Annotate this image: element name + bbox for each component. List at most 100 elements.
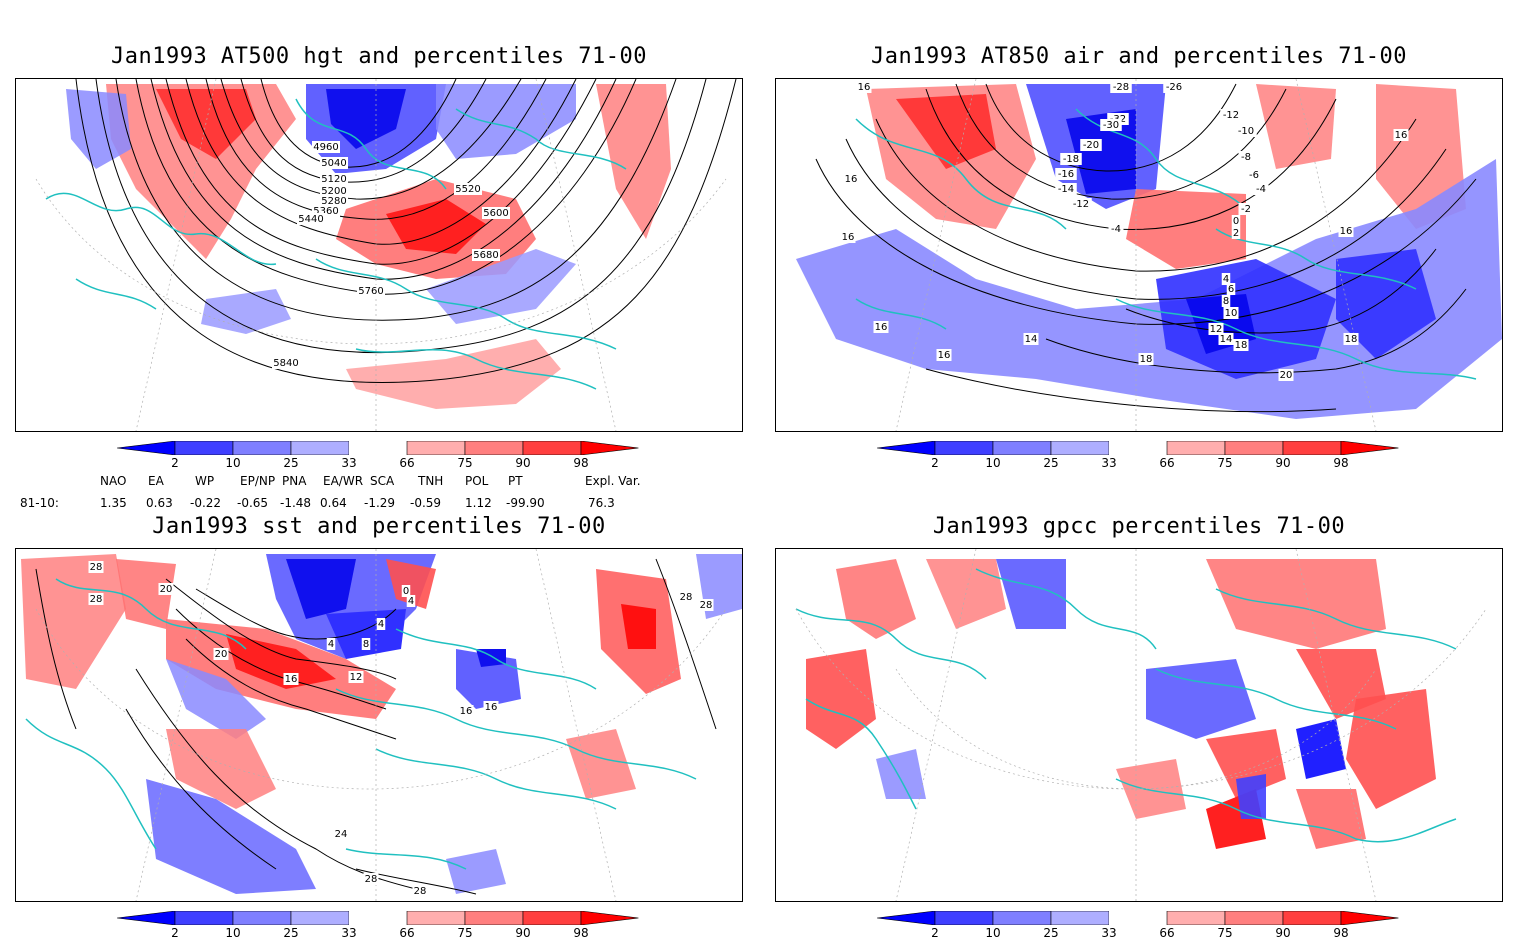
svg-text:5120: 5120	[321, 174, 346, 185]
index-header: EP/NP	[240, 474, 276, 488]
colorbar-segment	[349, 911, 407, 925]
contour-label: -18	[1060, 153, 1082, 165]
contour-label: -12	[1070, 198, 1092, 210]
contour-label: -2	[1238, 203, 1254, 215]
index-header: SCA	[370, 474, 395, 488]
svg-text:28: 28	[90, 562, 103, 573]
svg-text:12: 12	[350, 672, 363, 683]
index-value: 76.3	[588, 496, 615, 510]
svg-text:5680: 5680	[473, 250, 498, 261]
colorbar-segment	[464, 440, 524, 456]
contour-label: 5760	[357, 285, 385, 297]
contour-label: 28	[412, 885, 428, 897]
colorbar-segment	[876, 910, 936, 926]
colorbar-segment	[1282, 910, 1342, 926]
contour-label: -16	[1055, 168, 1077, 180]
contour-label: -4	[1253, 183, 1269, 195]
contour-label: -28	[1110, 81, 1132, 93]
colorbar-segment	[522, 440, 582, 456]
svg-text:28: 28	[414, 886, 427, 897]
svg-text:0: 0	[1233, 216, 1239, 227]
svg-text:16: 16	[1395, 130, 1408, 141]
index-value: 1.35	[100, 496, 127, 510]
colorbar-tick-label: 33	[341, 926, 357, 940]
height-contours	[75, 79, 737, 384]
colorbar-segment	[232, 910, 292, 926]
colorbar-segment	[1224, 440, 1284, 456]
colorbar-segment	[290, 910, 350, 926]
svg-text:28: 28	[365, 874, 378, 885]
contour-label: 28	[88, 561, 104, 573]
svg-text:16: 16	[285, 674, 298, 685]
svg-text:18: 18	[1235, 340, 1248, 351]
svg-text:5440: 5440	[298, 214, 323, 225]
contour-label: 28	[678, 591, 694, 603]
contour-label: 16	[843, 173, 859, 185]
coastlines	[25, 578, 697, 870]
contour-label: 8	[1221, 295, 1231, 307]
colorbar-segment	[522, 910, 582, 926]
contour-label: 0	[401, 585, 411, 597]
svg-text:-30: -30	[1103, 120, 1119, 131]
svg-text:24: 24	[335, 829, 348, 840]
contour-label: 6	[1226, 283, 1236, 295]
index-value: -0.22	[190, 496, 222, 510]
contour-label: 5280	[320, 195, 348, 207]
contour-label: 16	[458, 705, 474, 717]
contour-label: -26	[1163, 81, 1185, 93]
svg-text:20: 20	[215, 649, 228, 660]
svg-text:5040: 5040	[321, 158, 346, 169]
contour-label: 5840	[272, 357, 300, 369]
percentile-shading	[21, 554, 742, 894]
colorbar-tick-label: 66	[1159, 456, 1175, 470]
grid-lines	[35, 79, 727, 431]
grid-lines	[895, 79, 1377, 431]
coastlines	[45, 98, 627, 390]
colorbar-tick-label: 2	[171, 926, 179, 940]
svg-text:5280: 5280	[321, 196, 346, 207]
index-header: WP	[195, 474, 215, 488]
svg-text:4: 4	[408, 596, 414, 607]
svg-text:-6: -6	[1249, 170, 1259, 181]
contour-label: 0	[1231, 215, 1241, 227]
colorbar-tick-label: 25	[1043, 456, 1059, 470]
contour-label: 18	[1138, 353, 1154, 365]
index-value: -1.29	[364, 496, 396, 510]
map-hgt: 4960 5040 5120 5200 5280 5360 5440 5520 5600 5680…	[15, 78, 743, 432]
colorbar-tick-label: 75	[457, 926, 473, 940]
colorbar-tick-label: 25	[1043, 926, 1059, 940]
colorbar-tick-label: 10	[225, 456, 241, 470]
colorbar-tick-label: 66	[399, 926, 415, 940]
index-header: TNH	[418, 474, 444, 488]
svg-text:14: 14	[1025, 334, 1038, 345]
contour-label: 5120	[320, 173, 348, 185]
colorbar-tick-label: 75	[1217, 926, 1233, 940]
colorbar-segment	[1282, 440, 1342, 456]
colorbar-tick-label: 2	[931, 456, 939, 470]
svg-text:5360: 5360	[313, 206, 338, 217]
colorbar-segment	[349, 441, 407, 455]
contour-label: 28	[363, 873, 379, 885]
map-air: 16161616141618-12-10-8-6-4-202-28-26-32-…	[775, 78, 1503, 432]
colorbar-tick-label: 33	[341, 456, 357, 470]
contour-label: 14	[1023, 333, 1039, 345]
index-header: POL	[465, 474, 489, 488]
colorbar-graphic	[876, 440, 1399, 456]
svg-text:16: 16	[460, 706, 473, 717]
svg-text:-26: -26	[1166, 82, 1182, 93]
colorbar-segment	[1340, 440, 1399, 456]
grid-lines	[35, 549, 727, 901]
colorbar-segment	[116, 440, 176, 456]
contour-label: 4	[1221, 273, 1231, 285]
colorbar-segment	[1166, 440, 1226, 456]
colorbar-segment	[934, 910, 994, 926]
contour-label: 2	[1231, 227, 1241, 239]
colorbar-segment	[1340, 910, 1399, 926]
contour-label: 14	[1218, 333, 1234, 345]
colorbar-graphic	[116, 910, 639, 926]
contour-label: -6	[1246, 169, 1262, 181]
svg-text:-10: -10	[1238, 126, 1254, 137]
contour-label: -30	[1100, 119, 1122, 131]
colorbar-tick-label: 66	[399, 456, 415, 470]
contour-label: 20	[158, 583, 174, 595]
